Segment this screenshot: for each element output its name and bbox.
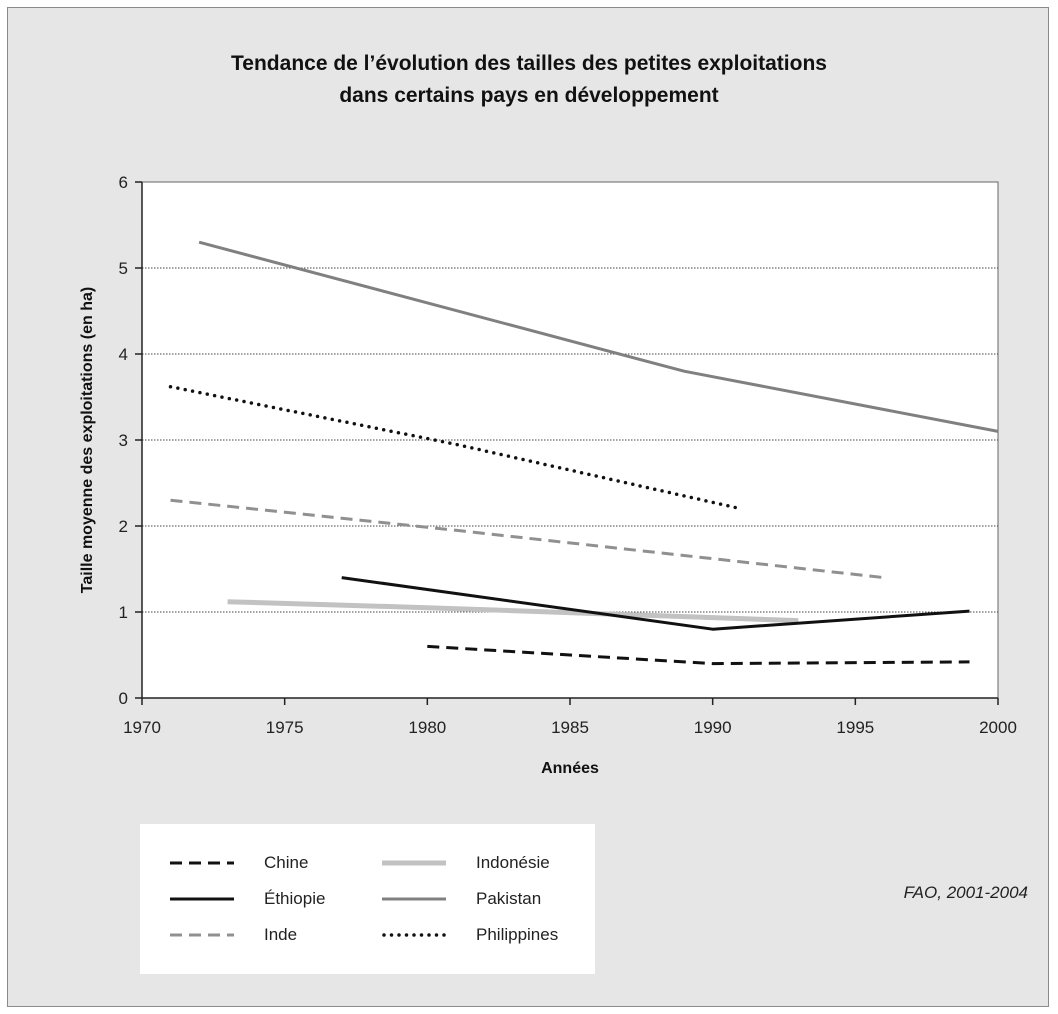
x-tick-label: 1995 [836,718,874,737]
x-tick-label: 1985 [551,718,589,737]
legend-swatch [170,933,234,937]
legend-item-philippines: Philippines [380,921,558,949]
legend-label: Philippines [476,925,559,944]
x-tick-label: 1990 [694,718,732,737]
x-ticks: 1970 1975 1980 1985 1990 1995 2000 [123,698,1017,737]
plot-area [141,181,999,699]
legend-item-inde: Inde [168,921,297,949]
legend-item-pakistan: Pakistan [380,885,541,913]
legend-label: Indonésie [476,853,550,872]
series-line-chine [427,644,970,666]
x-tick-label: 1970 [123,718,161,737]
legend-label: Pakistan [476,889,542,908]
series-lines [168,240,999,666]
legend-label: Éthiopie [264,889,326,908]
y-tick-label: 0 [119,689,128,708]
y-tick-label: 5 [119,259,128,278]
legend-swatch [382,897,446,901]
y-tick-label: 3 [119,431,128,450]
y-axis-title: Taille moyenne des exploitations (en ha) [79,287,96,593]
legend-swatch [170,897,234,901]
legend-item-indonésie: Indonésie [380,849,550,877]
x-axis-title: Années [541,760,599,777]
legend-label: Chine [264,853,309,872]
y-ticks: 0 1 2 3 4 5 6 [119,173,142,708]
series-line-éthiopie [341,576,970,631]
source-note: FAO, 2001-2004 [903,883,1028,902]
legend-item-éthiopie: Éthiopie [168,885,325,913]
legend-swatch [382,860,446,866]
y-tick-label: 1 [119,603,128,622]
series-line-inde [170,498,885,580]
legend-label: Inde [264,925,298,944]
y-tick-label: 4 [119,345,128,364]
legend: Chine Indonésie Éthiopie Pakistan Inde Philip… [140,824,595,974]
x-tick-label: 1980 [408,718,446,737]
y-tick-label: 2 [119,517,128,536]
legend-swatch [170,861,234,865]
chart-title-line-1: Tendance de l’évolution des tailles des … [231,52,827,75]
x-tick-label: 2000 [979,718,1017,737]
legend-swatch [382,933,448,937]
series-line-pakistan [198,240,999,433]
chart-frame: Tendance de l’évolution des tailles des … [7,7,1049,1007]
series-line-philippines [168,384,743,511]
y-tick-label: 6 [119,173,128,192]
line-chart: 1970 1975 1980 1985 1990 1995 2000 0 1 2 3 4 5 6 Ann… [79,173,1017,777]
chart-title: Tendance de l’évolution des tailles des … [8,48,1050,112]
legend-item-chine: Chine [168,849,308,877]
x-tick-label: 1975 [266,718,304,737]
chart-title-line-2: dans certains pays en développement [339,84,719,107]
series-line-indonésie [227,599,799,624]
